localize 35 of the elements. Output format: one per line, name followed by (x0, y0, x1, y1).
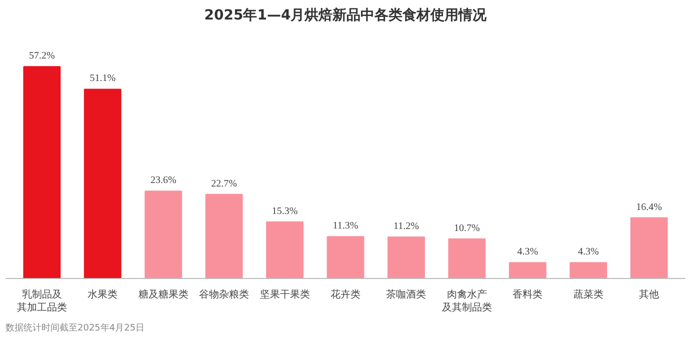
data-label: 4.3% (578, 246, 599, 258)
data-label: 16.4% (636, 202, 662, 213)
x-tick-label: 花卉类 (330, 288, 360, 300)
x-tick-label: 肉禽水产及其制品类 (442, 288, 492, 314)
x-tick-label: 谷物杂粮类 (199, 288, 250, 300)
data-label: 57.2% (29, 50, 55, 62)
x-tick-label: 坚果干果类 (260, 288, 310, 300)
bar (84, 88, 122, 278)
data-label: 51.1% (90, 73, 116, 84)
text: 数据统计时间截至2025年4月25日 (6, 322, 145, 334)
bar (266, 221, 304, 278)
bar (388, 236, 425, 278)
data-label: 11.3% (332, 220, 358, 232)
bar (144, 190, 182, 278)
x-tick-label: 蔬菜类 (573, 288, 604, 300)
data-label: 15.3% (272, 206, 298, 217)
x-tick-label: 水果类 (88, 288, 118, 300)
x-tick-label: 乳制品及其加工品类 (16, 288, 67, 314)
bar (570, 262, 608, 278)
bar (326, 236, 364, 278)
chart-title: 2025年1—4月烘焙新品中各类食材使用情况 (204, 6, 488, 24)
data-label: 10.7% (454, 222, 480, 234)
data-label: 22.7% (211, 178, 237, 190)
bar (630, 217, 668, 278)
x-tick-label: 其他 (639, 288, 660, 300)
x-tick-label: 香料类 (512, 288, 543, 300)
x-tick-label: 茶咖酒类 (386, 288, 426, 300)
bar (448, 238, 486, 278)
bar (205, 194, 243, 278)
bar (508, 262, 546, 278)
data-label: 23.6% (150, 175, 176, 186)
x-tick-label: 糖及糖果类 (138, 288, 188, 300)
bar (23, 66, 61, 278)
data-label: 11.2% (393, 221, 419, 232)
data-label: 4.3% (517, 246, 538, 258)
